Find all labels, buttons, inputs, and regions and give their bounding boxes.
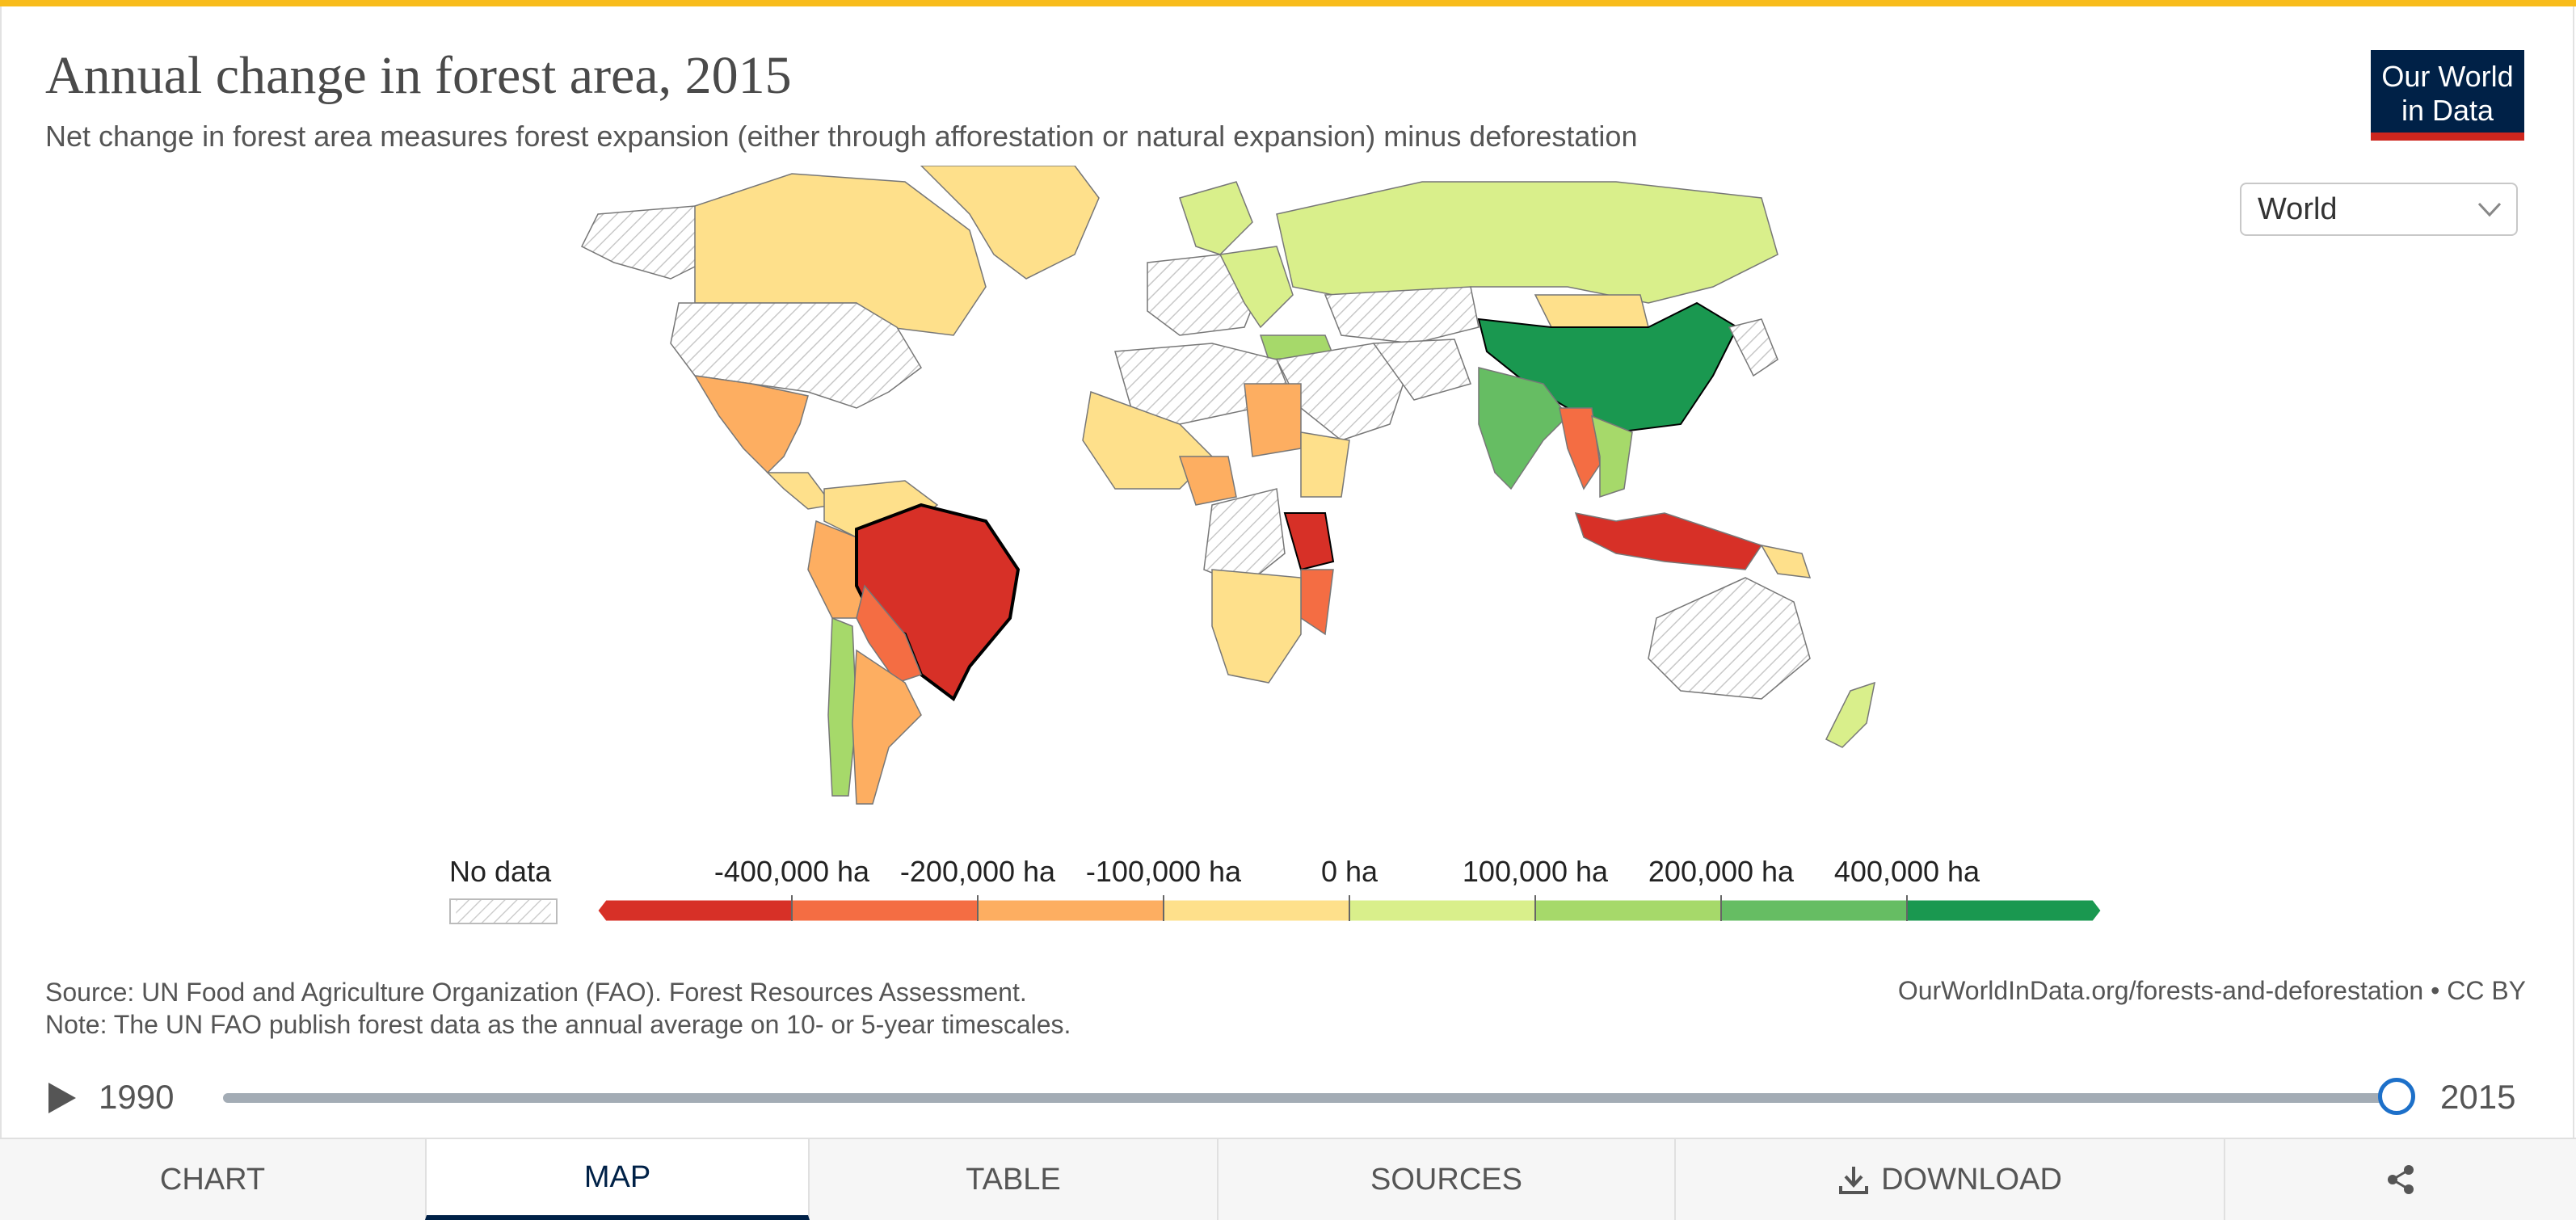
tab-bar: CHART MAP TABLE SOURCES DOWNLOAD [0,1138,2576,1220]
tab-sources-label: SOURCES [1370,1162,1522,1197]
country-sudan[interactable] [1244,383,1302,457]
country-canada[interactable] [694,173,987,336]
share-icon [2388,1165,2414,1194]
logo-underline [2371,133,2524,141]
legend-tick-label: -400,000 ha [713,855,870,888]
legend-tick-label: 400,000 ha [1833,855,1980,888]
tab-download[interactable]: DOWNLOAD [1676,1139,2225,1220]
world-map[interactable] [404,166,1939,820]
country-india[interactable] [1478,367,1568,490]
country-alaska[interactable] [580,205,704,280]
country-japan-korea[interactable] [1728,318,1778,377]
country-drc[interactable] [1203,488,1286,587]
country-southeast-asia[interactable] [1590,414,1633,499]
tab-share[interactable] [2225,1139,2576,1220]
tab-sources[interactable]: SOURCES [1219,1139,1676,1220]
legend-tick-label: 0 ha [1320,855,1378,888]
tab-download-label: DOWNLOAD [1881,1162,2062,1197]
country-central-america[interactable] [766,472,834,510]
tab-chart-label: CHART [159,1162,266,1197]
page-subtitle: Net change in forest area measures fores… [45,120,1638,153]
legend-bin-0 [598,899,793,922]
timeline-handle[interactable] [2378,1078,2415,1115]
top-accent-bar [0,0,2576,6]
country-nigeria[interactable] [1178,456,1237,506]
country-ethiopia[interactable] [1300,431,1350,498]
country-papua-new-guinea[interactable] [1760,544,1812,578]
play-icon[interactable] [45,1079,79,1117]
legend-bin-7 [1906,899,2102,922]
page-title: Annual change in forest area, 2015 [45,46,792,105]
legend-tick-label: 200,000 ha [1648,855,1795,888]
color-legend: -400,000 ha -200,000 ha -100,000 ha 0 ha 100… [598,848,2125,937]
legend-bin-5 [1534,899,1722,922]
footer-source: Source: UN Food and Agriculture Organiza… [45,978,1027,1007]
country-iran[interactable] [1372,339,1471,401]
country-russia[interactable] [1276,181,1778,304]
country-united-states[interactable] [670,302,922,409]
country-argentina[interactable] [852,649,922,805]
country-kazakhstan[interactable] [1324,286,1480,344]
country-mexico[interactable] [693,375,809,474]
timeline-track[interactable] [223,1093,2397,1103]
country-southern-africa[interactable] [1211,569,1302,684]
owid-logo[interactable]: Our World in Data [2371,50,2524,141]
legend-tick-label: -200,000 ha [899,855,1056,888]
logo-line-1: Our World [2381,60,2514,93]
download-icon [1839,1167,1869,1194]
country-australia[interactable] [1648,577,1811,700]
country-mozambique[interactable] [1300,569,1334,636]
chart-frame [0,6,2574,1220]
country-europe-east[interactable] [1219,246,1294,329]
region-select[interactable]: World [2240,183,2518,236]
country-scandinavia[interactable] [1179,181,1253,255]
footer-url-license[interactable]: OurWorldInData.org/forests-and-deforesta… [1897,976,2526,1005]
tab-chart[interactable]: CHART [0,1139,427,1220]
legend-bin-6 [1720,899,1908,922]
country-mongolia[interactable] [1534,294,1649,328]
legend-no-data-swatch [449,898,558,924]
chevron-down-icon [2477,202,2502,217]
tab-map[interactable]: MAP [425,1139,810,1220]
legend-color-bar [598,895,2102,922]
legend-tick-label: -100,000 ha [1085,855,1242,888]
country-west-africa[interactable] [1082,390,1214,490]
region-select-value: World [2258,192,2338,226]
country-new-zealand[interactable] [1825,681,1875,748]
country-chile[interactable] [827,616,857,797]
country-tanzania[interactable] [1283,512,1335,571]
country-indonesia[interactable] [1574,512,1763,570]
footer-note: Note: The UN FAO publish forest data as … [45,1010,1071,1039]
legend-no-data-label: No data [449,855,552,888]
legend-bin-2 [977,899,1164,922]
footer-source-block: Source: UN Food and Agriculture Organiza… [45,976,1071,1041]
tab-table[interactable]: TABLE [810,1139,1219,1220]
legend-tick-label: 100,000 ha [1462,855,1609,888]
country-myanmar[interactable] [1559,407,1601,490]
timeline-start-year: 1990 [99,1078,175,1116]
country-greenland[interactable] [920,166,1100,280]
timeline-end-year: 2015 [2440,1078,2516,1116]
legend-bin-3 [1163,899,1350,922]
tab-table-label: TABLE [966,1162,1061,1197]
tab-map-label: MAP [583,1159,651,1194]
legend-bin-1 [791,899,979,922]
legend-bin-4 [1349,899,1536,922]
logo-line-2: in Data [2401,94,2494,127]
